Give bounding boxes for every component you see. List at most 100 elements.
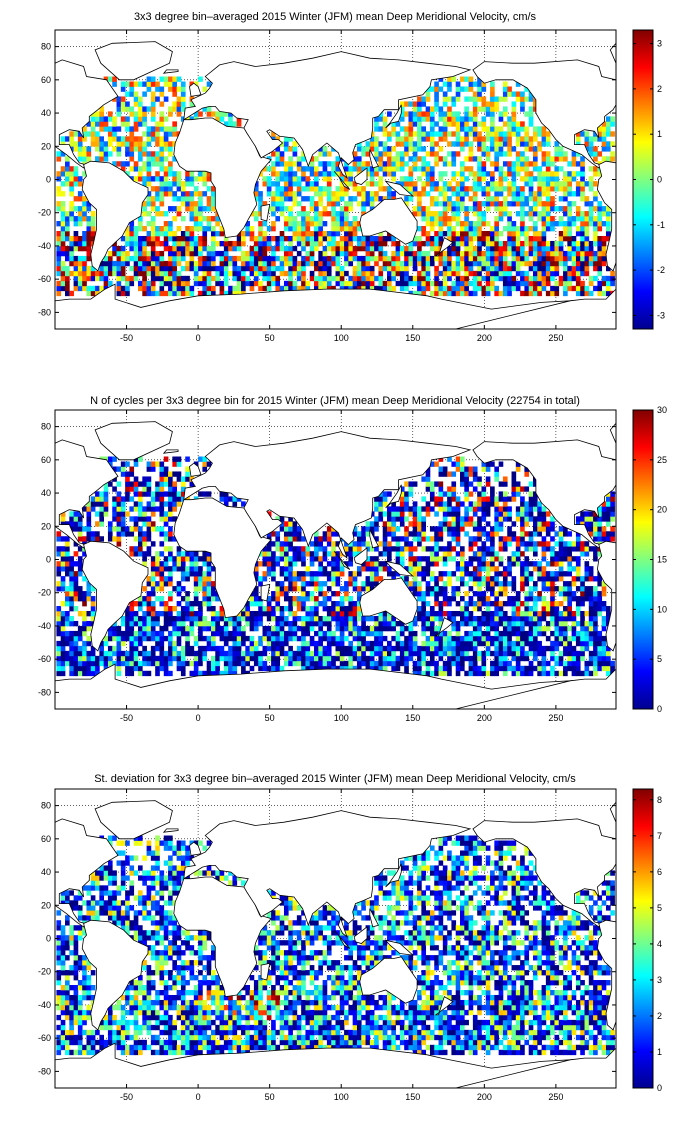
heatmap-cell [391,161,396,167]
heatmap-cell [399,536,405,542]
heatmap-cell [283,176,289,182]
heatmap-cell [155,171,160,177]
heatmap-cell [485,191,491,197]
heatmap-cell [554,206,560,212]
heatmap-cell [404,506,409,512]
heatmap-cell [322,191,328,197]
heatmap-cell [215,221,220,227]
heatmap-cell [378,255,384,262]
heatmap-cell [125,476,130,482]
heatmap-cell [335,581,341,587]
heatmap-cell [314,571,319,577]
heatmap-cell [198,216,203,222]
heatmap-cell [180,576,186,582]
heatmap-cell [206,591,212,597]
panel-cycle-count: N of cycles per 3x3 degree bin for 2015 … [38,395,667,723]
heatmap-cell [73,146,79,152]
heatmap-cell [494,275,499,282]
heatmap-cell [464,275,469,282]
heatmap-cell [125,481,130,487]
heatmap-cell [107,280,113,287]
heatmap-cell [356,635,362,642]
heatmap-cell [455,136,461,142]
heatmap-cell [472,156,478,162]
heatmap-cell [193,596,199,602]
heatmap-cell [56,270,62,277]
heatmap-cell [69,521,74,527]
heatmap-cell [601,235,607,242]
heatmap-cell [451,131,457,137]
heatmap-cell [502,196,508,202]
heatmap-cell [369,171,375,177]
heatmap-cell [146,461,152,467]
heatmap-cell [150,245,156,252]
heatmap-cell [605,285,611,292]
heatmap-cell [318,561,323,567]
heatmap-cell [515,280,521,287]
heatmap-cell [219,265,225,272]
heatmap-cell [365,260,371,267]
heatmap-cell [193,665,199,672]
heatmap-cell [575,275,581,282]
heatmap-cell [82,576,87,582]
heatmap-cell [305,566,311,572]
heatmap-cell [206,645,212,652]
heatmap-cell [352,630,358,637]
heatmap-cell [180,655,186,662]
heatmap-cell [494,141,499,147]
heatmap-cell [120,461,126,467]
heatmap-cell [198,176,203,182]
heatmap-cell [412,255,418,262]
heatmap-cell [378,665,384,672]
heatmap-cell [348,610,354,617]
colorbar-tick-label: -1 [657,220,665,230]
heatmap-cell [601,211,607,217]
heatmap-cell [271,566,276,572]
heatmap-cell [374,665,379,672]
heatmap-cell [554,290,560,297]
heatmap-cell [387,556,392,562]
heatmap-cell [438,285,444,292]
heatmap-cell [417,665,422,672]
heatmap-cell [138,625,143,632]
heatmap-cell [82,615,87,622]
heatmap-cell [404,270,409,277]
heatmap-cell [374,196,379,202]
heatmap-cell [331,630,336,637]
heatmap-cell [391,620,396,627]
heatmap-cell [73,216,79,222]
heatmap-cell [129,146,135,152]
heatmap-cell [412,161,418,167]
heatmap-cell [163,635,169,642]
heatmap-cell [172,121,177,127]
heatmap-cell [99,111,105,117]
heatmap-cell [215,111,220,117]
heatmap-cell [588,221,594,227]
heatmap-cell [438,171,444,177]
heatmap-cell [374,556,379,562]
heatmap-cell [532,161,538,167]
heatmap-cell [335,270,341,277]
heatmap-cell [434,240,439,247]
heatmap-cell [73,260,79,267]
heatmap-cell [65,650,70,657]
heatmap-cell [163,476,169,482]
heatmap-cell [528,290,534,297]
heatmap-cell [82,265,87,272]
heatmap-cell [288,216,293,222]
heatmap-cell [133,516,139,522]
heatmap-cell [558,250,564,257]
heatmap-cell [571,265,577,272]
heatmap-cell [60,191,66,197]
heatmap-cell [455,280,461,287]
heatmap-cell [292,556,298,562]
heatmap-cell [369,640,375,647]
heatmap-cell [460,290,465,297]
heatmap-cell [296,660,302,667]
heatmap-cell [597,240,603,247]
heatmap-cell [133,486,139,492]
heatmap-cell [120,285,126,292]
heatmap-cell [69,640,74,647]
heatmap-cell [60,240,66,247]
heatmap-cell [417,645,422,652]
